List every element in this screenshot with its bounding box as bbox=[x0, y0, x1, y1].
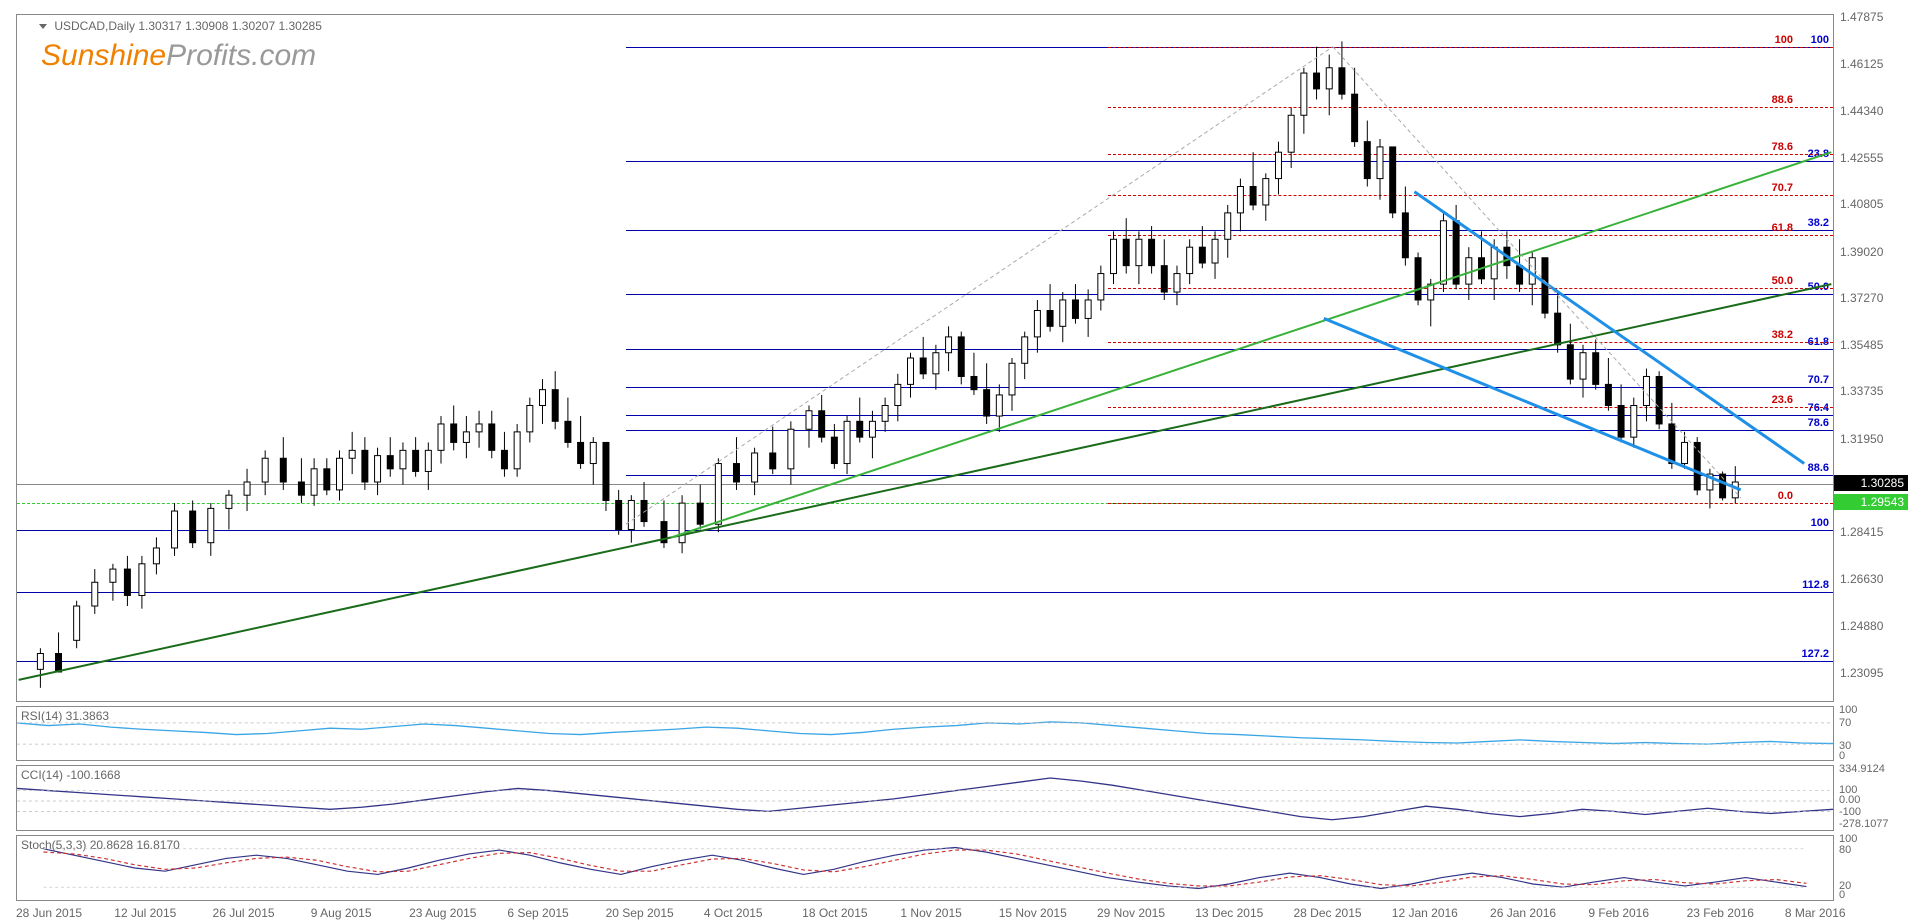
rsi-line bbox=[17, 707, 1833, 760]
rsi-label: RSI(14) 31.3863 bbox=[21, 709, 109, 723]
cci-line bbox=[17, 766, 1833, 830]
rsi-panel[interactable]: RSI(14) 31.3863 10070300 bbox=[16, 706, 1834, 761]
watermark: SunshineProfits.com bbox=[41, 39, 316, 73]
candlestick-series bbox=[17, 15, 1833, 701]
cci-label: CCI(14) -100.1668 bbox=[21, 768, 120, 782]
stoch-label: Stoch(5,3,3) 20.8628 16.8170 bbox=[21, 838, 180, 852]
price-y-axis: 1.478751.461251.443401.425551.408051.390… bbox=[1834, 14, 1908, 702]
chart-title: USDCAD,Daily 1.30317 1.30908 1.30207 1.3… bbox=[39, 19, 322, 33]
dropdown-icon[interactable] bbox=[39, 24, 47, 29]
chart-container: USDCAD,Daily 1.30317 1.30908 1.30207 1.3… bbox=[0, 0, 1908, 924]
main-price-chart[interactable]: USDCAD,Daily 1.30317 1.30908 1.30207 1.3… bbox=[16, 14, 1834, 702]
cci-panel[interactable]: CCI(14) -100.1668 334.91241000.00-100-27… bbox=[16, 765, 1834, 831]
stoch-line bbox=[17, 836, 1833, 900]
stoch-panel[interactable]: Stoch(5,3,3) 20.8628 16.8170 10080200 bbox=[16, 835, 1834, 901]
time-x-axis: 28 Jun 201512 Jul 201526 Jul 20159 Aug 2… bbox=[16, 904, 1834, 922]
trend-lines bbox=[17, 15, 1833, 701]
